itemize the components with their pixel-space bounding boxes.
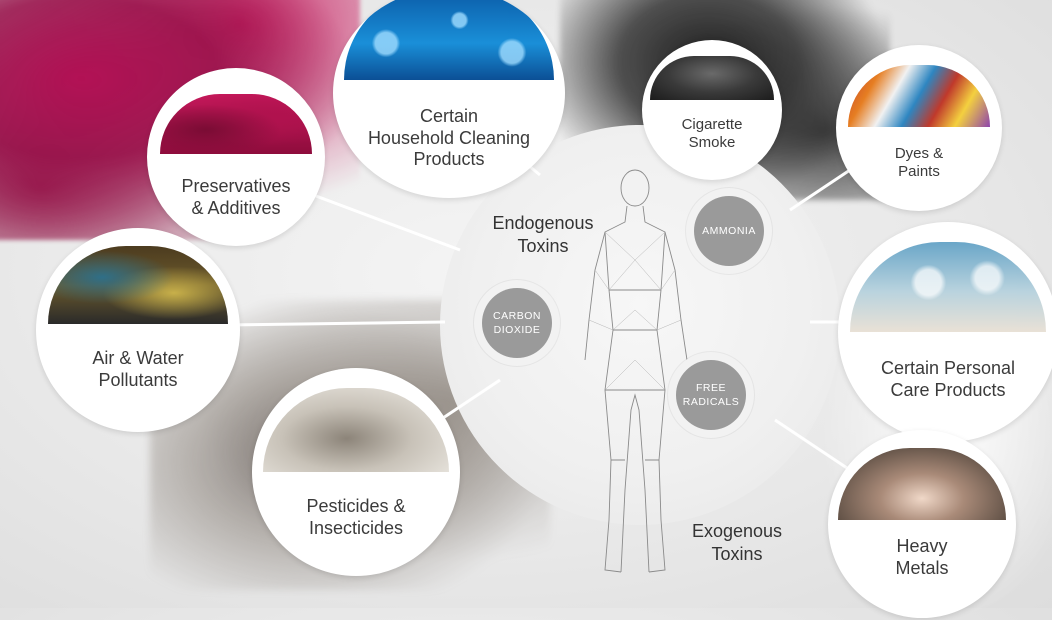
pesticides-label: Pesticides & Insecticides [306, 496, 406, 538]
connector-additives [299, 188, 461, 252]
endogenous-toxins-label: Endogenous Toxins [492, 213, 594, 256]
additives-image [160, 94, 312, 154]
metals-image [838, 448, 1006, 520]
bubble-dyes-paints[interactable]: Dyes & Paints [836, 45, 1002, 211]
pollutants-image [48, 246, 228, 324]
carbon-dioxide-label: CARBON DIOXIDE [493, 309, 541, 336]
exogenous-toxins-label: Exogenous Toxins [691, 521, 783, 564]
dyes-label: Dyes & Paints [894, 145, 944, 180]
bubble-heavy-metals[interactable]: Heavy Metals [828, 430, 1016, 618]
pollutants-label: Air & Water Pollutants [92, 348, 184, 390]
pesticides-image [263, 388, 449, 472]
connector-dyes [789, 168, 851, 212]
carbon-dioxide-badge: CARBON DIOXIDE [474, 280, 560, 366]
smoke-label: Cigarette Smoke [681, 116, 743, 151]
connector-pesticides [439, 378, 501, 422]
human-wireframe-figure [584, 169, 688, 573]
bubble-cigarette-smoke[interactable]: Cigarette Smoke [642, 40, 782, 180]
personal-care-label: Certain Personal Care Products [880, 358, 1016, 400]
personal-care-image [850, 242, 1046, 332]
connector-metals [774, 418, 851, 472]
bubble-preservatives-additives[interactable]: Preservatives & Additives [147, 68, 325, 246]
bubble-household-cleaning[interactable]: Certain Household Cleaning Products [333, 0, 565, 198]
additives-label: Preservatives & Additives [181, 176, 291, 218]
smoke-image [650, 56, 774, 100]
bubble-air-water-pollutants[interactable]: Air & Water Pollutants [36, 228, 240, 432]
cleaning-image [344, 0, 554, 80]
bubble-pesticides-insecticides[interactable]: Pesticides & Insecticides [252, 368, 460, 576]
metals-label: Heavy Metals [895, 536, 949, 578]
cleaning-label: Certain Household Cleaning Products [367, 106, 531, 170]
ammonia-label: AMMONIA [702, 224, 756, 237]
free-radicals-badge: FREE RADICALS [668, 352, 754, 438]
bubble-personal-care[interactable]: Certain Personal Care Products [838, 222, 1052, 442]
dyes-image [848, 65, 990, 127]
ammonia-badge: AMMONIA [686, 188, 772, 274]
connector-pollutants [224, 320, 446, 327]
free-radicals-label: FREE RADICALS [682, 381, 740, 408]
